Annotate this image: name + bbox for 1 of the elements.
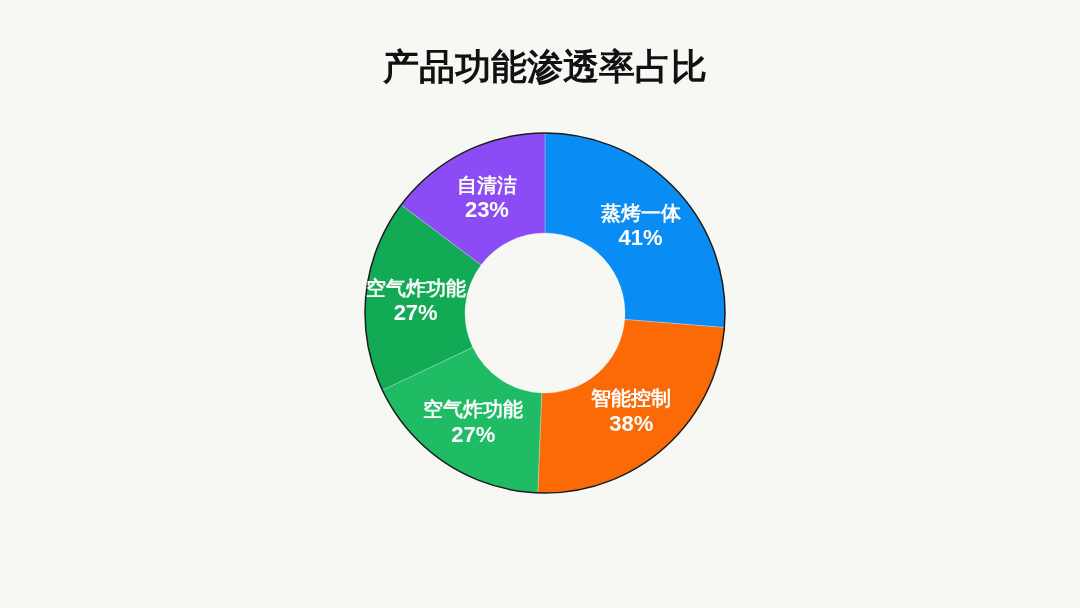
title: 产品功能渗透率占比 <box>383 45 707 87</box>
